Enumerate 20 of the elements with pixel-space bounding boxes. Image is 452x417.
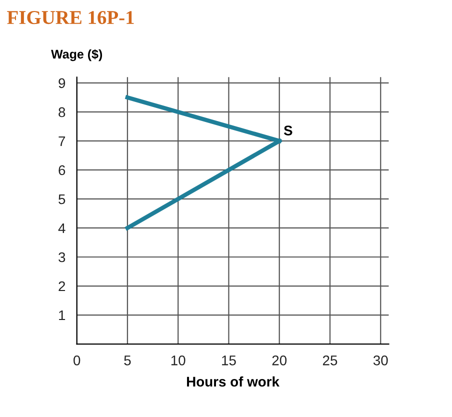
- x-tick-label: 5: [124, 356, 131, 366]
- y-tick-label: 5: [58, 194, 66, 204]
- y-axis-title: Wage ($): [51, 49, 102, 62]
- x-tick-label: 30: [373, 356, 388, 366]
- x-tick-label: 10: [171, 356, 186, 366]
- y-tick-label: 1: [59, 310, 66, 320]
- y-tick-label: 4: [58, 223, 66, 234]
- y-tick-label: 9: [58, 78, 66, 88]
- x-tick-label: 25: [322, 356, 338, 366]
- x-tick-label: 0: [74, 356, 80, 366]
- x-axis-title: Hours of work: [187, 376, 280, 387]
- y-tick-label: 7: [58, 136, 66, 146]
- y-tick-label: 8: [58, 107, 66, 118]
- annotation: S: [284, 126, 292, 136]
- y-tick-label: 2: [58, 281, 66, 292]
- x-tick-label: 15: [222, 356, 236, 366]
- x-tick-label: 20: [272, 356, 287, 366]
- y-tick-label: 6: [58, 165, 66, 176]
- y-tick-label: 3: [58, 252, 66, 262]
- chart-title: FIGURE 16P-1: [7, 11, 134, 24]
